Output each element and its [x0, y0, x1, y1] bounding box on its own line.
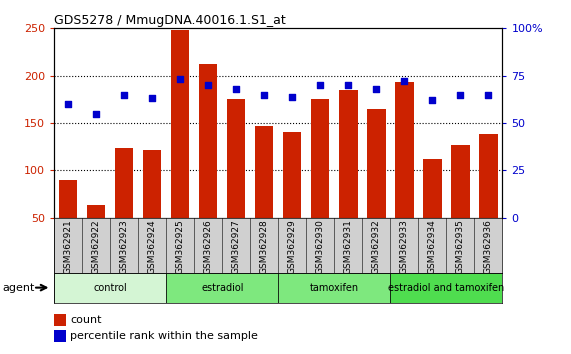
- Bar: [311, 99, 329, 265]
- Point: [148, 96, 157, 101]
- Text: GSM362931: GSM362931: [344, 219, 353, 274]
- Text: GSM362933: GSM362933: [400, 219, 409, 274]
- Point: [232, 86, 241, 92]
- Text: control: control: [94, 282, 127, 293]
- Point: [344, 82, 353, 88]
- Point: [92, 111, 101, 116]
- Text: estradiol and tamoxifen: estradiol and tamoxifen: [388, 282, 505, 293]
- Text: GSM362936: GSM362936: [484, 219, 493, 274]
- Point: [316, 82, 325, 88]
- Text: estradiol: estradiol: [201, 282, 244, 293]
- Bar: [279, 273, 391, 303]
- Text: GDS5278 / MmugDNA.40016.1.S1_at: GDS5278 / MmugDNA.40016.1.S1_at: [54, 14, 286, 27]
- Bar: [391, 273, 502, 303]
- Text: GSM362934: GSM362934: [428, 219, 437, 274]
- Point: [484, 92, 493, 97]
- Text: GSM362921: GSM362921: [64, 219, 73, 274]
- Bar: [54, 314, 66, 326]
- Text: GSM362923: GSM362923: [120, 219, 129, 274]
- Bar: [199, 64, 218, 265]
- Bar: [339, 90, 357, 265]
- Bar: [59, 180, 77, 265]
- Point: [120, 92, 129, 97]
- Bar: [171, 30, 190, 265]
- Text: GSM362924: GSM362924: [148, 219, 157, 274]
- Text: GSM362930: GSM362930: [316, 219, 325, 274]
- Bar: [480, 135, 497, 265]
- Point: [260, 92, 269, 97]
- Text: agent: agent: [3, 282, 35, 293]
- Text: GSM362922: GSM362922: [92, 219, 100, 274]
- Bar: [395, 82, 413, 265]
- Bar: [143, 150, 162, 265]
- Text: percentile rank within the sample: percentile rank within the sample: [70, 331, 258, 341]
- Point: [204, 82, 213, 88]
- Text: GSM362925: GSM362925: [176, 219, 185, 274]
- Text: GSM362929: GSM362929: [288, 219, 297, 274]
- Point: [176, 76, 185, 82]
- Point: [288, 94, 297, 99]
- Point: [400, 79, 409, 84]
- Bar: [87, 205, 106, 265]
- Bar: [115, 148, 134, 265]
- Text: GSM362932: GSM362932: [372, 219, 381, 274]
- Text: GSM362928: GSM362928: [260, 219, 269, 274]
- Bar: [166, 273, 278, 303]
- Bar: [367, 109, 385, 265]
- Text: GSM362935: GSM362935: [456, 219, 465, 274]
- Bar: [451, 145, 469, 265]
- Bar: [423, 159, 441, 265]
- Text: GSM362927: GSM362927: [232, 219, 241, 274]
- Point: [456, 92, 465, 97]
- Text: count: count: [70, 315, 102, 325]
- Bar: [255, 126, 274, 265]
- Text: GSM362926: GSM362926: [204, 219, 213, 274]
- Point: [64, 101, 73, 107]
- Bar: [283, 132, 301, 265]
- Bar: [54, 330, 66, 342]
- Bar: [227, 99, 246, 265]
- Text: tamoxifen: tamoxifen: [310, 282, 359, 293]
- Bar: [54, 273, 166, 303]
- Point: [372, 86, 381, 92]
- Point: [428, 97, 437, 103]
